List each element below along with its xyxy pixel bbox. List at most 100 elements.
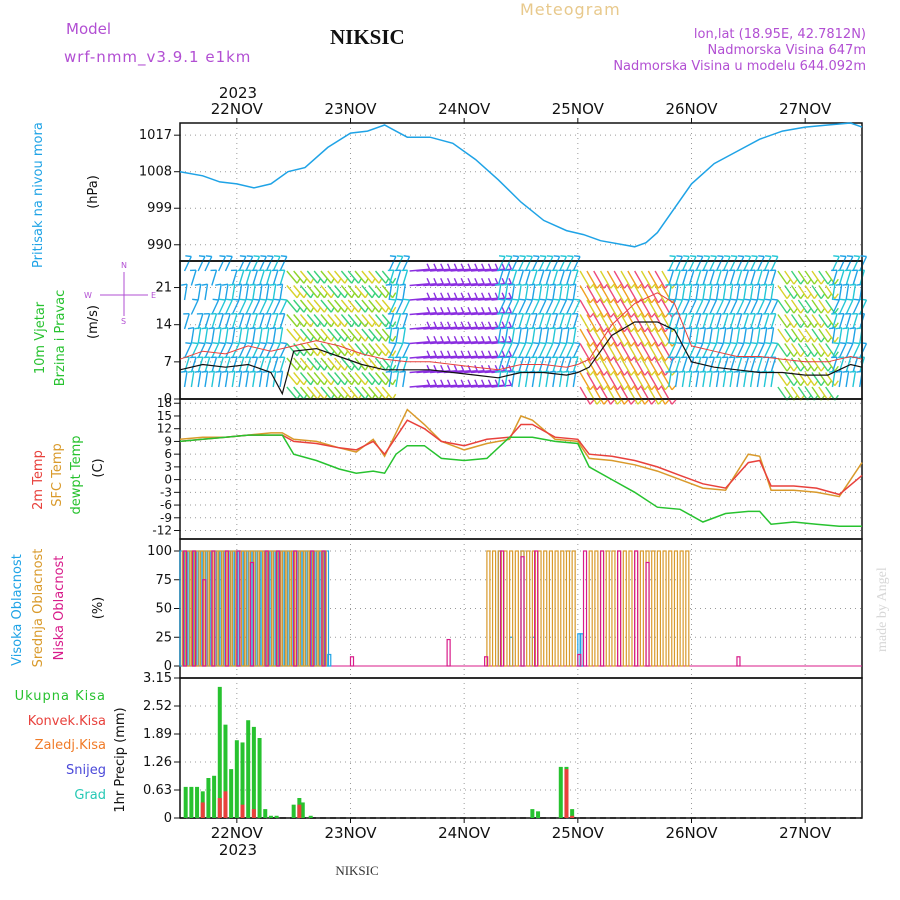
wind-barb bbox=[831, 312, 838, 330]
wind-barb-shaft bbox=[497, 371, 502, 388]
wind-barb-flag bbox=[512, 255, 519, 258]
wind-barb-shaft bbox=[715, 356, 722, 373]
wind-barb-flag bbox=[556, 370, 563, 373]
wind-barb-shaft bbox=[211, 343, 220, 359]
wind-barb bbox=[804, 314, 819, 329]
wind-barb-flag bbox=[737, 255, 744, 258]
wind-barb-shaft bbox=[674, 284, 679, 301]
wind-barb bbox=[627, 343, 643, 362]
wind-barb bbox=[252, 342, 261, 359]
wind-barb-shaft bbox=[327, 357, 339, 371]
wind-barb-shaft bbox=[231, 371, 236, 388]
wind-barb-shaft bbox=[674, 343, 683, 359]
wind-barb-flag bbox=[519, 255, 526, 258]
wind-barb-shaft bbox=[204, 327, 209, 344]
wind-barb-shaft bbox=[558, 356, 565, 373]
wind-barb-flag bbox=[849, 370, 856, 373]
wind-barb bbox=[654, 386, 670, 405]
panel-frame-0 bbox=[179, 122, 863, 262]
ytick-label-3-3: 75 bbox=[155, 573, 172, 588]
wind-barb-shaft bbox=[368, 386, 380, 400]
wind-barb-flag bbox=[650, 326, 656, 333]
wind-barb bbox=[187, 370, 195, 388]
wind-barb bbox=[721, 269, 729, 286]
wind-barb-flag bbox=[740, 327, 747, 330]
wind-barb-flag bbox=[839, 342, 847, 345]
wind-barb-shaft bbox=[190, 269, 197, 286]
wind-barb-shaft bbox=[258, 284, 263, 301]
wind-barb bbox=[627, 299, 643, 318]
wind-barb-flag bbox=[399, 327, 406, 330]
wind-barb-shaft bbox=[504, 284, 509, 301]
wind-barb-flag bbox=[657, 312, 663, 318]
wind-barb-shaft bbox=[647, 372, 659, 391]
wind-label-1: 10m Vjetar bbox=[33, 301, 48, 374]
wind-barb-shaft bbox=[306, 270, 319, 284]
wind-barb-flag bbox=[665, 283, 672, 286]
wind-barb bbox=[579, 299, 595, 318]
wind-barb-flag bbox=[453, 379, 458, 386]
wind-barb-shaft bbox=[613, 285, 625, 304]
wind-barb-flag bbox=[226, 298, 233, 301]
wind-barb-shaft bbox=[504, 343, 513, 359]
wind-barb-flag bbox=[494, 306, 499, 314]
wind-barb-shaft bbox=[804, 314, 815, 329]
wind-barb-flag bbox=[194, 283, 201, 286]
wind-barb-shaft bbox=[245, 269, 252, 286]
wind-barb bbox=[586, 386, 602, 405]
wind-barb-flag bbox=[280, 342, 287, 345]
conv-precip-bar bbox=[217, 798, 222, 818]
wind-barb-shaft bbox=[804, 357, 815, 372]
wind-barb-shaft bbox=[579, 328, 591, 347]
wind-barb bbox=[721, 312, 729, 330]
wind-barb-shaft bbox=[681, 371, 686, 388]
wind-barb-flag bbox=[446, 292, 451, 299]
wind-barb bbox=[777, 285, 792, 300]
wind-barb-flag bbox=[786, 322, 792, 329]
wind-barb bbox=[790, 343, 805, 358]
wind-barb-flag bbox=[569, 327, 576, 330]
wind-barb bbox=[524, 269, 531, 286]
wind-barb bbox=[777, 270, 792, 285]
wind-barb-flag bbox=[839, 255, 847, 258]
wind-barb-flag bbox=[446, 335, 451, 343]
wind-barb-flag bbox=[501, 277, 506, 285]
wind-barb bbox=[249, 370, 256, 388]
wind-barb bbox=[522, 283, 529, 301]
wind-barb-shaft bbox=[313, 357, 325, 371]
wind-barb-flag bbox=[501, 327, 508, 330]
wind-barb-shaft bbox=[722, 343, 731, 359]
wind-barb bbox=[835, 370, 843, 388]
wind-barb-shaft bbox=[613, 270, 625, 289]
wind-barb-flag bbox=[650, 399, 656, 405]
wind-barb bbox=[265, 312, 272, 330]
wind-barb-flag bbox=[433, 306, 437, 314]
wind-barb bbox=[740, 283, 747, 301]
wind-barb-shaft bbox=[593, 357, 605, 376]
wind-barb bbox=[777, 299, 792, 314]
wind-barb-flag bbox=[730, 298, 737, 301]
wind-barb-shaft bbox=[565, 343, 574, 359]
wind-barb bbox=[849, 327, 857, 344]
wind-barb bbox=[835, 327, 843, 344]
meteogram-title: Meteogram bbox=[520, 0, 621, 19]
wind-barb bbox=[599, 357, 616, 376]
wind-barb-shaft bbox=[497, 256, 506, 272]
low-cloud-bar bbox=[310, 550, 315, 667]
wind-barb-flag bbox=[860, 255, 867, 258]
wind-barb bbox=[593, 270, 609, 289]
wind-barb-shaft bbox=[265, 284, 270, 301]
wind-barb-flag bbox=[589, 399, 595, 405]
wind-barb-flag bbox=[703, 255, 710, 258]
wind-barb bbox=[695, 255, 704, 272]
wind-barb bbox=[556, 327, 563, 344]
credit-text: made by Angel bbox=[875, 567, 890, 652]
wind-barb-flag bbox=[508, 379, 513, 386]
wind-barb-shaft bbox=[224, 256, 233, 272]
wind-barb-flag bbox=[616, 384, 622, 391]
wind-barb-flag bbox=[528, 327, 535, 330]
wind-barb bbox=[392, 370, 400, 388]
wind-barb-shaft bbox=[381, 285, 394, 299]
wind-barb-shaft bbox=[709, 356, 716, 373]
wind-barb-flag bbox=[505, 298, 512, 301]
